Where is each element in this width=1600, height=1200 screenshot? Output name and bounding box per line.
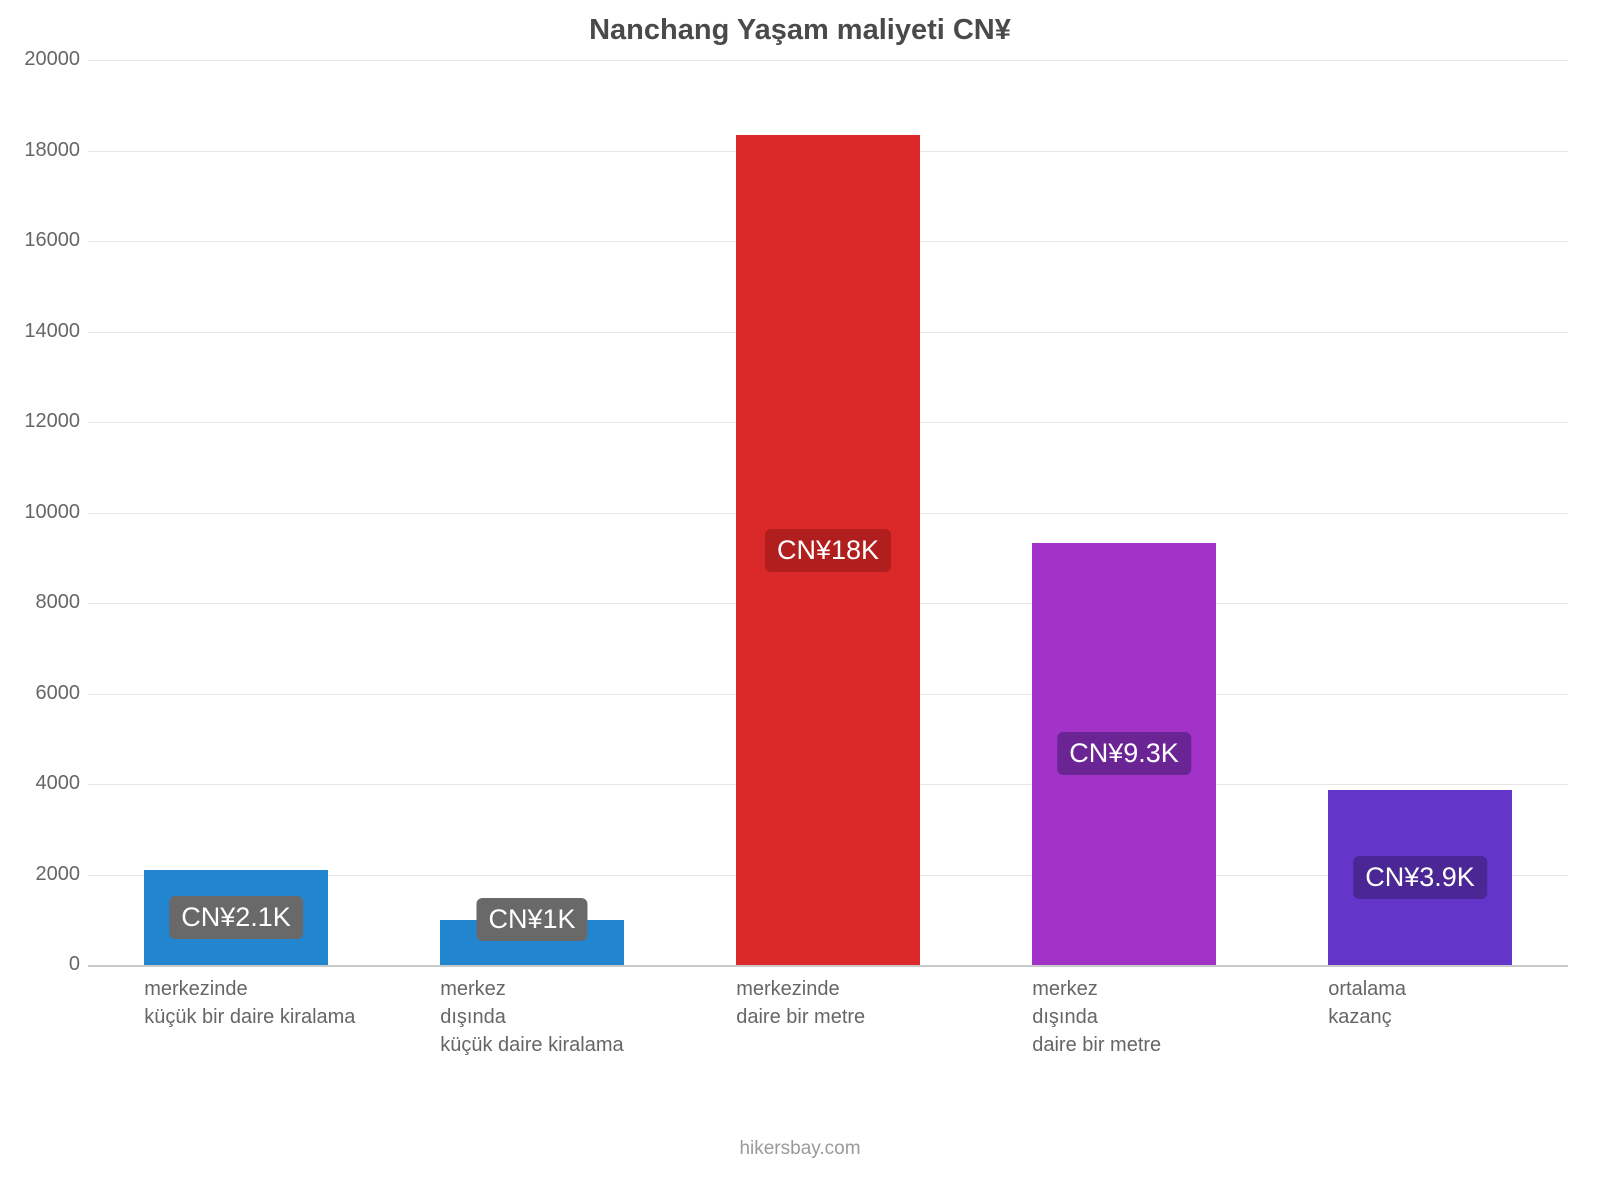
y-tick-label: 16000 — [10, 229, 80, 252]
y-tick-label: 12000 — [10, 410, 80, 433]
y-tick-label: 4000 — [10, 772, 80, 795]
bar-value-label: CN¥1K — [476, 898, 587, 941]
x-axis-label: merkez dışında küçük daire kiralama — [440, 975, 664, 1059]
plot-area: CN¥2.1K CN¥1K CN¥18K CN¥9.3K CN¥3.9K — [88, 60, 1568, 965]
attribution-text: hikersbay.com — [0, 1138, 1600, 1160]
y-tick-label: 2000 — [10, 863, 80, 886]
x-axis-label: ortalama kazanç — [1328, 975, 1552, 1031]
gridline — [88, 965, 1568, 967]
y-tick-label: 8000 — [10, 591, 80, 614]
bar-value-label: CN¥3.9K — [1353, 856, 1487, 899]
bar-value-label: CN¥2.1K — [169, 896, 303, 939]
x-axis-label: merkezinde küçük bir daire kiralama — [144, 975, 368, 1031]
bar-value-label: CN¥18K — [765, 529, 891, 572]
cost-of-living-chart: Nanchang Yaşam maliyeti CN¥ CN¥2.1K CN¥1K… — [0, 0, 1600, 1200]
y-tick-label: 0 — [10, 953, 80, 976]
y-tick-label: 6000 — [10, 682, 80, 705]
chart-title: Nanchang Yaşam maliyeti CN¥ — [0, 14, 1600, 47]
y-tick-label: 10000 — [10, 501, 80, 524]
x-axis-label: merkez dışında daire bir metre — [1032, 975, 1256, 1059]
x-axis-label: merkezinde daire bir metre — [736, 975, 960, 1031]
y-tick-label: 18000 — [10, 139, 80, 162]
y-tick-label: 14000 — [10, 320, 80, 343]
bar-value-label: CN¥9.3K — [1057, 732, 1191, 775]
gridline — [88, 60, 1568, 61]
y-tick-label: 20000 — [10, 48, 80, 71]
